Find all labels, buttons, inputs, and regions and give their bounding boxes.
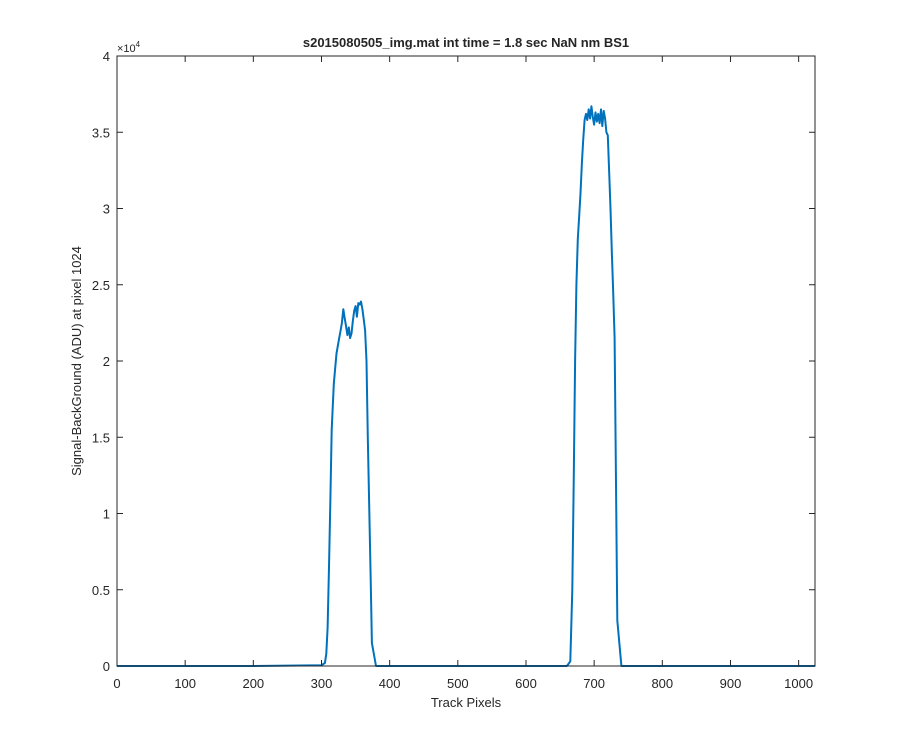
y-exponent-base: ×10 [117, 43, 136, 55]
x-tick-label: 500 [447, 676, 469, 691]
y-tick-label: 2 [103, 354, 110, 369]
x-axis-ticks: 0 100 200 300 400 500 600 700 800 900 1000 [113, 56, 813, 691]
y-tick-label: 4 [103, 49, 110, 64]
chart-title: s2015080505_img.mat int time = 1.8 sec N… [303, 35, 629, 50]
x-tick-label: 200 [242, 676, 264, 691]
plot-area [117, 56, 815, 666]
y-axis-ticks: 0 0.5 1 1.5 2 2.5 3 3.5 4 [92, 49, 815, 674]
y-exponent-label: ×104 [117, 40, 141, 55]
x-tick-label: 0 [113, 676, 120, 691]
x-tick-label: 100 [174, 676, 196, 691]
y-tick-label: 0.5 [92, 583, 110, 598]
x-tick-label: 700 [583, 676, 605, 691]
y-tick-label: 3 [103, 202, 110, 217]
x-tick-label: 300 [311, 676, 333, 691]
y-tick-label: 0 [103, 659, 110, 674]
y-tick-label: 1.5 [92, 430, 110, 445]
x-tick-label: 600 [515, 676, 537, 691]
y-exponent-power: 4 [136, 40, 141, 49]
x-axis-label: Track Pixels [431, 695, 502, 710]
x-tick-label: 900 [720, 676, 742, 691]
y-tick-label: 2.5 [92, 278, 110, 293]
y-axis-label: Signal-BackGround (ADU) at pixel 1024 [69, 246, 84, 476]
y-tick-label: 1 [103, 507, 110, 522]
y-tick-label: 3.5 [92, 125, 110, 140]
x-tick-label: 1000 [784, 676, 813, 691]
x-tick-label: 800 [651, 676, 673, 691]
x-tick-label: 400 [379, 676, 401, 691]
